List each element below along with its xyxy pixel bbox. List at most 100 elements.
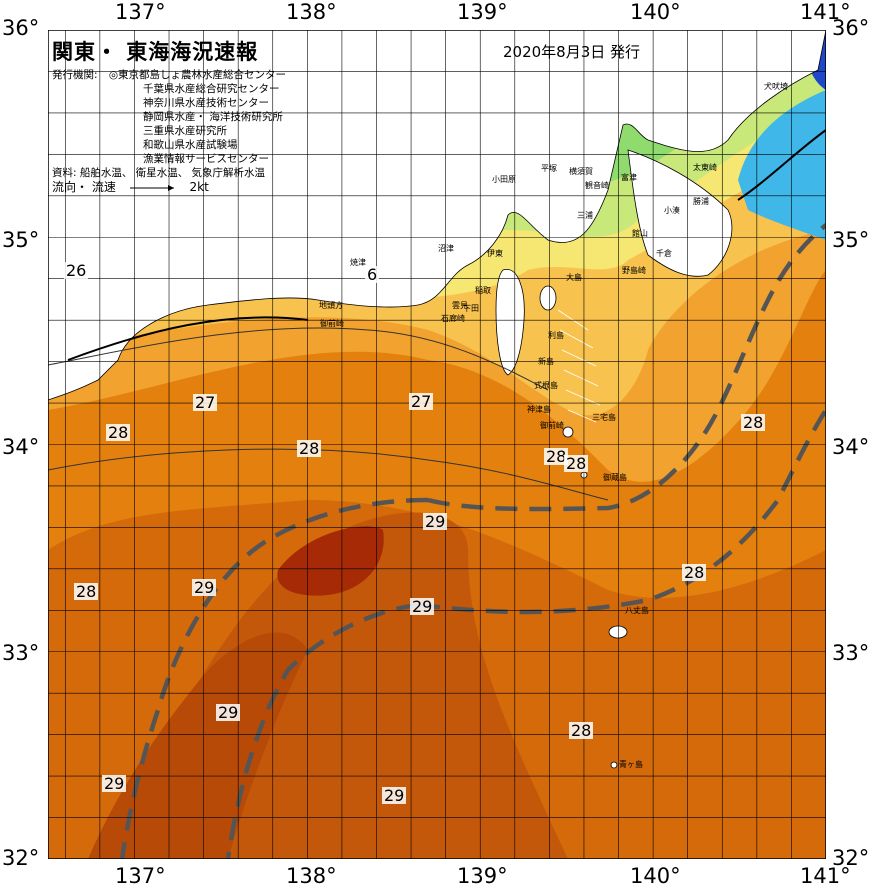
lat-tick-33-left: 33° (2, 641, 40, 665)
isotherm-label: 28 (682, 563, 707, 582)
isotherm-label: 6 (365, 265, 380, 284)
lon-tick-137-bottom: 137° (115, 864, 166, 888)
place-name: 館山 (632, 229, 648, 238)
place-name: 勝浦 (693, 197, 709, 206)
lat-tick-36-right: 36° (832, 16, 870, 40)
place-name: 小湊 (664, 206, 680, 215)
isotherm-label: 29 (216, 703, 241, 722)
place-name: 伊東 (487, 249, 503, 258)
place-name: 新島 (538, 357, 554, 366)
isotherm-label: 28 (569, 721, 594, 740)
place-name: 八丈島 (625, 606, 649, 615)
lon-tick-137: 137° (115, 0, 166, 24)
water-warmest-patch (277, 526, 384, 596)
island-oshima (539, 285, 557, 311)
lon-tick-139-bottom: 139° (457, 864, 508, 888)
lon-tick-141-bottom: 141° (800, 864, 851, 888)
lon-tick-140-bottom: 140° (630, 864, 681, 888)
publisher-org-3: 静岡県水産・ 海洋技術研究所 (143, 111, 283, 123)
isotherm-label: 27 (193, 393, 218, 412)
lat-tick-34-right: 34° (832, 435, 870, 459)
isotherm-label: 28 (544, 447, 569, 466)
publisher-org-0: ◎東京都島しょ農林水産総合センター (108, 69, 287, 81)
current-scale-arrow-icon (129, 184, 174, 191)
isotherm-line (48, 327, 549, 391)
sea-temperature-map (48, 30, 826, 859)
place-name: 太東崎 (693, 163, 717, 172)
place-name: 石廊崎 (441, 314, 465, 323)
issue-date: 2020年8月3日 発行 (503, 43, 641, 61)
place-name: 千倉 (656, 249, 672, 258)
lat-tick-36-left: 36° (2, 16, 40, 40)
current-legend-scale: 2kt (189, 180, 209, 194)
place-name: 富津 (621, 173, 637, 182)
isotherm-label: 27 (409, 392, 434, 411)
place-name: 野島崎 (622, 266, 646, 275)
place-name: 沼津 (438, 244, 454, 253)
isotherm-label: 29 (423, 512, 448, 531)
isotherm-line (48, 448, 609, 501)
publisher-org-6: 漁業情報サービスセンター (143, 153, 269, 165)
isotherm-label: 26 (64, 261, 89, 280)
place-name: 雲見 (452, 301, 468, 310)
place-name: 小田原 (492, 175, 516, 184)
place-name: 御前崎 (540, 421, 564, 430)
kuroshio-axis-line-1 (427, 223, 826, 512)
place-name: 平塚 (541, 164, 557, 173)
lat-tick-32-right: 32° (832, 846, 870, 870)
lon-tick-139: 139° (457, 0, 508, 24)
publisher-org-1: 千葉県水産総合研究センター (143, 83, 280, 95)
place-name: 観音崎 (585, 181, 609, 190)
isotherm-label: 28 (564, 454, 589, 473)
place-name: 稲取 (475, 286, 491, 295)
place-name: 御前崎 (320, 319, 344, 328)
kuroshio-axis-line-2 (119, 497, 429, 859)
lon-tick-138-bottom: 138° (286, 864, 337, 888)
data-source: 資料: 船舶水温、 衛星水温、 気象庁解析水温 (52, 167, 266, 179)
map-title: 関東・ 東海海況速報 (52, 40, 259, 64)
lat-tick-35-right: 35° (832, 228, 870, 252)
publisher-org-5: 和歌山県水産試験場 (143, 139, 238, 151)
lat-tick-33-right: 33° (832, 641, 870, 665)
place-name: 利島 (548, 331, 564, 340)
place-name: 犬吠埼 (764, 82, 788, 91)
isotherm-line (737, 129, 826, 201)
place-name: 三宅島 (592, 413, 616, 422)
current-legend-label: 流向・ 流速 (52, 180, 116, 194)
publisher-org-4: 三重県水産研究所 (143, 125, 227, 137)
place-name: 横須賀 (569, 167, 593, 176)
publisher-org-2: 神奈川県水産技術センター (143, 97, 269, 109)
lon-tick-138: 138° (286, 0, 337, 24)
info-panel: 関東・ 東海海況速報 発行機関: ◎東京都島しょ農林水産総合センター 千葉県水産… (52, 36, 286, 194)
lon-tick-141: 141° (800, 0, 851, 24)
place-name: 下田 (463, 304, 479, 313)
place-name: 式根島 (534, 381, 558, 390)
publisher-label: 発行機関: (52, 69, 98, 81)
place-name: 焼津 (350, 258, 366, 267)
land-north (48, 30, 826, 401)
water-warm-core-2 (88, 632, 308, 859)
place-name: 御蔵島 (603, 473, 627, 482)
isotherm-label: 29 (102, 774, 127, 793)
lat-tick-34-left: 34° (2, 435, 40, 459)
place-name: 地頭方 (319, 301, 343, 310)
izu-peninsula (495, 269, 525, 376)
lon-tick-140: 140° (630, 0, 681, 24)
island-miyakejima (562, 426, 574, 438)
boso-peninsula (627, 149, 733, 277)
island-aogashima (610, 761, 618, 769)
place-name: 神津島 (527, 405, 551, 414)
place-name: 三浦 (577, 211, 593, 220)
isotherm-label: 28 (741, 413, 766, 432)
kuroshio-axis-line-4 (225, 602, 419, 859)
island-hachijojima (608, 625, 628, 639)
isotherm-label: 28 (106, 423, 131, 442)
isotherm-label: 29 (382, 786, 407, 805)
isotherm-label: 28 (74, 582, 99, 601)
isotherm-label: 29 (410, 597, 435, 616)
isotherm-label: 29 (192, 578, 217, 597)
lat-tick-35-left: 35° (2, 228, 40, 252)
place-name: 青ヶ島 (619, 760, 643, 769)
isotherm-label: 28 (297, 439, 322, 458)
isotherm-line (67, 316, 309, 361)
